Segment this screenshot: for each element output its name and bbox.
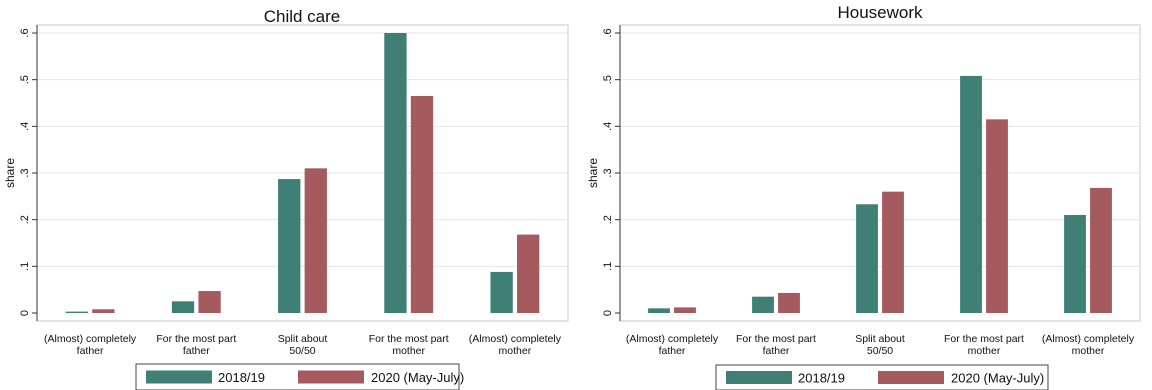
x-tick-label: father [659, 345, 686, 357]
bar-2020-may-july [882, 191, 904, 313]
y-tick-label: .1 [19, 262, 31, 271]
legend-swatch [146, 370, 212, 384]
x-tick-label: mother [392, 345, 425, 357]
x-tick-label: Split about [278, 333, 328, 345]
x-tick-label: (Almost) completely [44, 333, 137, 345]
y-tick-label: .6 [19, 28, 31, 37]
y-tick-label: 0 [19, 310, 31, 316]
y-tick-label: 0 [602, 310, 614, 316]
bar-2020-may-july [198, 291, 221, 313]
x-tick-label: father [183, 345, 210, 357]
bar-2020-may-july [986, 119, 1008, 313]
bar-2020-may-july [778, 292, 800, 313]
bar-2020-may-july [410, 96, 434, 313]
bar-2020-may-july [304, 168, 327, 313]
y-tick-label: .4 [602, 122, 614, 131]
bar-2018-19 [1064, 215, 1086, 313]
legend: 2018/19 2020 (May-July) [135, 363, 464, 390]
legend: 2018/19 2020 (May-July) [715, 364, 1049, 390]
bar-2018-19 [384, 33, 407, 313]
chart-title: Housework [837, 3, 923, 22]
y-axis-label: share [3, 158, 17, 188]
bar-2018-19 [278, 179, 301, 313]
x-tick-label: mother [968, 345, 1001, 357]
x-tick-label: father [763, 345, 790, 357]
y-tick-label: .2 [602, 215, 614, 224]
bar-2020-may-july [92, 309, 115, 313]
bar-2018-19 [752, 296, 774, 313]
x-tick-label: For the most part [736, 333, 816, 345]
y-tick-label: .2 [19, 215, 31, 224]
y-tick-label: .5 [602, 75, 614, 84]
x-tick-label: (Almost) completely [1042, 333, 1135, 345]
x-tick-label: 50/50 [867, 345, 893, 357]
chart-title: Child care [264, 7, 341, 26]
x-tick-label: For the most part [156, 333, 236, 345]
chart-panel-1: 0 .1 .2 .3 .4 .5 .6 share Housework (Almost) comp… [586, 3, 1141, 390]
x-tick-label: (Almost) completely [626, 333, 719, 345]
legend-label: 2018/19 [798, 371, 845, 386]
y-tick-label: .1 [602, 262, 614, 271]
y-axis-label: share [586, 158, 600, 188]
legend-swatch [878, 371, 944, 384]
bar-2018-19 [490, 271, 513, 313]
x-tick-label: 50/50 [289, 345, 315, 357]
bar-2020-may-july [1090, 187, 1112, 313]
legend-label: 2020 (May-July) [951, 371, 1044, 386]
chart-panel-0: 0 .1 .2 .3 .4 .5 .6 share Child care (Almost) com… [3, 7, 569, 390]
legend-swatch [298, 370, 364, 384]
y-tick-label: .4 [19, 122, 31, 131]
y-tick-label: .3 [602, 168, 614, 177]
bar-2018-19 [65, 311, 88, 313]
x-tick-label: Split about [855, 333, 905, 345]
y-tick-label: .6 [602, 28, 614, 37]
y-tick-label: .5 [19, 75, 31, 84]
y-tick-label: .3 [19, 168, 31, 177]
legend-label: 2020 (May-July) [371, 370, 464, 385]
x-tick-label: father [77, 345, 104, 357]
bar-2018-19 [856, 204, 878, 313]
bar-2018-19 [648, 308, 670, 313]
x-tick-label: mother [1072, 345, 1105, 357]
bar-2020-may-july [517, 234, 540, 313]
x-tick-label: mother [499, 345, 532, 357]
legend-label: 2018/19 [218, 370, 265, 385]
x-tick-label: For the most part [944, 333, 1024, 345]
bar-2018-19 [171, 301, 195, 313]
bar-2020-may-july [674, 307, 696, 313]
legend-swatch [726, 371, 792, 384]
x-tick-label: For the most part [369, 333, 449, 345]
x-tick-label: (Almost) completely [469, 333, 562, 345]
bar-2018-19 [960, 75, 982, 313]
